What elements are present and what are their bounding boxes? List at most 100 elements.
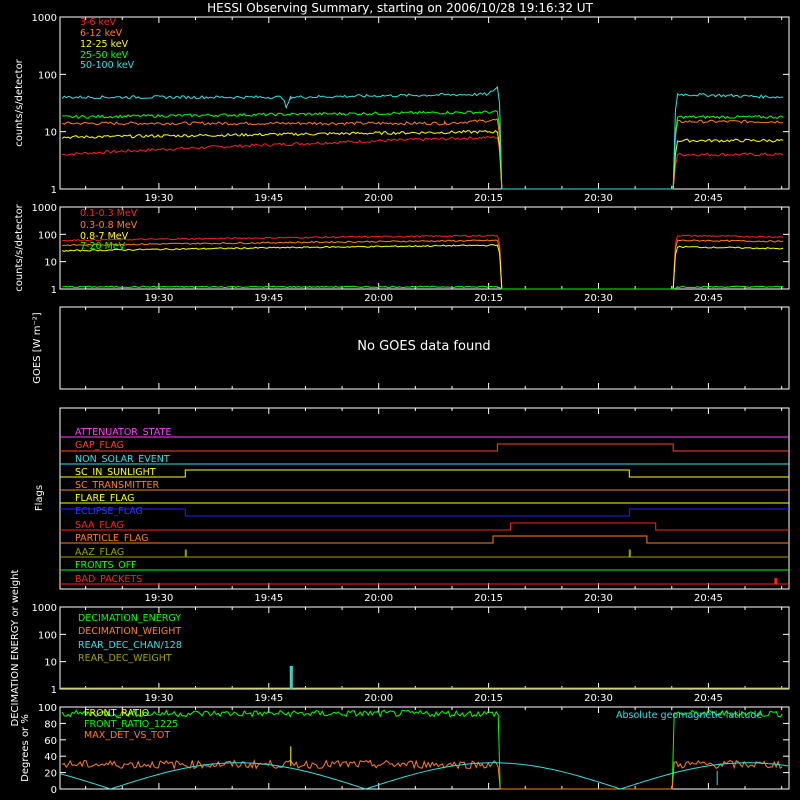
flag-flare: FLARE_FLAG <box>75 493 135 504</box>
panel4-aaz-spike <box>184 549 187 557</box>
panel2-ytick-label: 1 <box>51 285 57 296</box>
panel5-ytick-label: 1 <box>51 685 57 696</box>
series-layer <box>59 85 789 790</box>
panel1-xtick-label: 20:00 <box>364 193 393 204</box>
panel2-xtick-label: 20:30 <box>584 293 613 304</box>
flag-eclipse: ECLIPSE_FLAG <box>75 506 143 517</box>
panel4-xtick-label: 20:45 <box>694 593 723 604</box>
legend-6-12-kev: 6-12 keV <box>80 28 123 39</box>
panel4-xtick-label: 20:15 <box>474 593 503 604</box>
panel4-aaz-spike <box>628 549 631 557</box>
legend-max-det-vs-tot: MAX_DET_VS_TOT <box>84 730 170 741</box>
legend-rear-dec-weight: REAR_DEC_WEIGHT <box>78 653 172 664</box>
panel1-xtick-label: 20:15 <box>474 193 503 204</box>
panel2-series-3 <box>62 285 784 290</box>
panel4-xtick-label: 20:00 <box>364 593 393 604</box>
legend-7-20-mev: 7-20 MeV <box>80 241 126 252</box>
panel2-xtick-label: 19:45 <box>254 293 283 304</box>
legend-0.3-0.8-mev: 0.3-0.8 MeV <box>80 220 138 231</box>
panel5-ylabel: DECIMATION ENERGY or weight <box>10 569 21 726</box>
panel2-frame <box>59 206 790 290</box>
panel4-ylabel: Flags <box>34 485 45 511</box>
panel6-ylabel: Degrees or % <box>20 714 31 782</box>
legend-front-ratio-1225: FRONT_RATIO_1225 <box>84 719 178 730</box>
panel5-xtick-label: 20:30 <box>584 693 613 704</box>
legend-12-25-kev: 12-25 keV <box>80 39 129 50</box>
legend-0.1-0.3-mev: 0.1-0.3 MeV <box>80 208 138 219</box>
panel6-ytick-label: 0 <box>51 785 57 796</box>
panel6-max-det-vs-tot <box>61 758 783 790</box>
panel1-xtick-label: 19:30 <box>144 193 173 204</box>
panel6-frame <box>59 706 790 790</box>
panel2-xtick-label: 19:30 <box>144 293 173 304</box>
flag-particle: PARTICLE_FLAG <box>75 533 148 544</box>
panel1-ytick-label: 100 <box>38 70 57 81</box>
panel4-flag-line-3 <box>60 469 789 478</box>
flag-gap: GAP_FLAG <box>75 440 124 451</box>
legend-decimation-energy: DECIMATION_ENERGY <box>78 613 181 624</box>
panel6-ytick-label: 40 <box>44 752 57 763</box>
legend-0.8-7-mev: 0.8-7 MeV <box>80 231 129 242</box>
panel4-flag-line-6 <box>60 508 789 517</box>
panel6-ytick-label: 60 <box>44 736 57 747</box>
panel6-ytick-label: 80 <box>44 719 57 730</box>
panel2-xtick-label: 20:45 <box>694 293 723 304</box>
panel2-ytick-label: 100 <box>38 230 57 241</box>
panel5-ytick-label: 10 <box>44 658 57 669</box>
panel4-bad-packets-mark <box>774 578 778 584</box>
panel2-ylabel: counts/s/detector <box>14 203 25 291</box>
legend-front-ratio: FRONT_RATIO <box>84 708 149 719</box>
panel2-xtick-label: 20:15 <box>474 293 503 304</box>
panel2-ytick-label: 1000 <box>32 203 57 214</box>
panel2-xtick-label: 20:00 <box>364 293 393 304</box>
panel6-ytick-label: 100 <box>38 703 57 714</box>
panel5-orange-spike <box>290 669 292 689</box>
panel2-ytick-label: 10 <box>44 258 57 269</box>
panel1-series-4 <box>61 85 784 190</box>
flag-sc-transmitter: SC_TRANSMITTER <box>75 480 160 491</box>
flag-aaz: AAZ_FLAG <box>75 547 124 558</box>
legend-25-50-kev: 25-50 keV <box>80 50 129 61</box>
legend-decimation-weight: DECIMATION_WEIGHT <box>78 626 181 637</box>
panel4-flag-line-8 <box>60 535 789 544</box>
flag-saa: SAA_FLAG <box>75 520 124 531</box>
panel5-ytick-label: 100 <box>38 630 57 641</box>
legend-rear-dec-chan: REAR_DEC_CHAN/128 <box>78 640 182 651</box>
panel5-xtick-label: 19:30 <box>144 693 173 704</box>
flag-attenuator-state: ATTENUATOR_STATE <box>75 427 171 438</box>
panel4-flag-line-7 <box>60 522 789 531</box>
panel4-xtick-label: 19:45 <box>254 593 283 604</box>
panel4-xtick-label: 19:30 <box>144 593 173 604</box>
panel1-xtick-label: 20:30 <box>584 193 613 204</box>
panel1-frame <box>59 16 790 190</box>
panel3-frame <box>59 306 790 390</box>
panel5-xtick-label: 20:45 <box>694 693 723 704</box>
panel5-ytick-label: 1000 <box>32 603 57 614</box>
panel5-frame <box>59 606 790 690</box>
panel1-xtick-label: 19:45 <box>254 193 283 204</box>
flag-non-solar-event: NON_SOLAR_EVENT <box>75 454 170 465</box>
panel4-frame <box>59 407 790 590</box>
chart-title: HESSI Observing Summary, starting on 200… <box>207 1 593 15</box>
flag-fronts-off: FRONTS_OFF <box>75 560 137 571</box>
panel4-flag-line-1 <box>60 443 789 452</box>
panel1-xtick-label: 20:45 <box>694 193 723 204</box>
flag-bad-packets: BAD_PACKETS <box>75 574 142 585</box>
flag-sc-in-sunlight: SC_IN_SUNLIGHT <box>75 467 156 478</box>
panel6-geomag-latitude <box>59 762 789 790</box>
legend-50-100-kev: 50-100 keV <box>80 60 135 71</box>
panel5-xtick-label: 19:45 <box>254 693 283 704</box>
panel5-xtick-label: 20:15 <box>474 693 503 704</box>
panel1-ylabel: counts/s/detector <box>14 58 25 146</box>
panel4-xtick-label: 20:30 <box>584 593 613 604</box>
panel6-ytick-label: 20 <box>44 769 57 780</box>
legend-3-6-kev: 3-6 keV <box>80 17 117 28</box>
no-goes-message: No GOES data found <box>357 339 490 354</box>
geomagnetic-latitude-label: Absolute geomagnetic latitude <box>616 710 762 721</box>
panel3-ylabel: GOES [W m⁻²] <box>32 312 43 383</box>
panel1-ytick-label: 1 <box>51 185 57 196</box>
panel1-ytick-label: 1000 <box>32 13 57 24</box>
panel1-ytick-label: 10 <box>44 128 57 139</box>
panel5-xtick-label: 20:00 <box>364 693 393 704</box>
